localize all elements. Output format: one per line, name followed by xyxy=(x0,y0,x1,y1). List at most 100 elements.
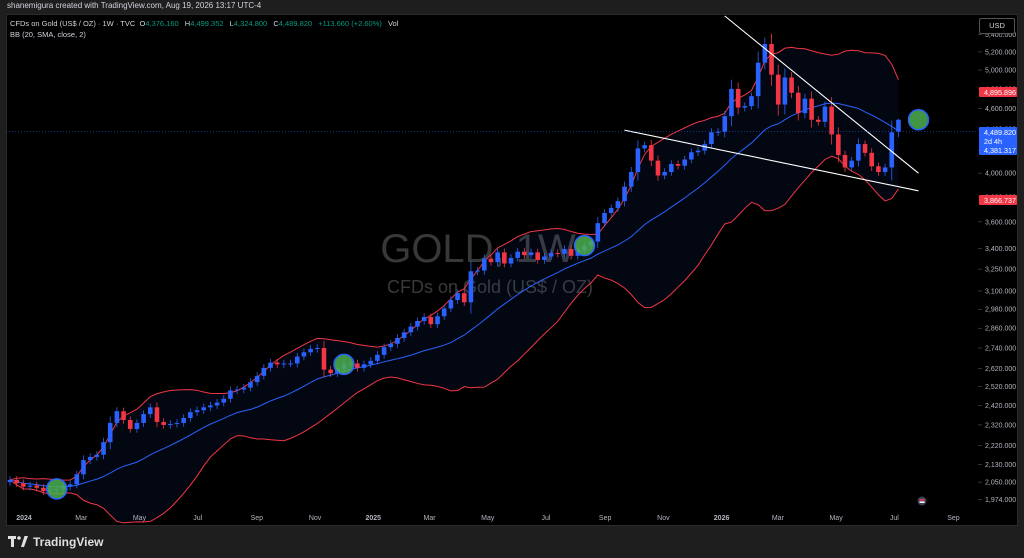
candle[interactable] xyxy=(729,79,734,127)
candle[interactable] xyxy=(876,162,881,176)
candle[interactable] xyxy=(368,357,374,369)
candle[interactable] xyxy=(562,245,567,258)
candle[interactable] xyxy=(682,155,687,170)
candle[interactable] xyxy=(381,343,387,359)
signal-marker[interactable] xyxy=(907,109,930,131)
candle[interactable] xyxy=(842,150,848,172)
candle[interactable] xyxy=(775,64,781,116)
candle[interactable] xyxy=(67,480,73,491)
candle[interactable] xyxy=(268,358,273,372)
candle[interactable] xyxy=(94,451,100,461)
price-axis[interactable]: 5,400.0005,200.0005,000.0004,800.0004,60… xyxy=(978,32,1016,504)
candle[interactable] xyxy=(695,146,701,156)
candle[interactable] xyxy=(241,383,247,394)
candle[interactable] xyxy=(41,484,46,495)
candle[interactable] xyxy=(308,345,313,357)
candle[interactable] xyxy=(234,385,240,395)
candle[interactable] xyxy=(261,364,267,380)
candle[interactable] xyxy=(802,93,808,119)
candle[interactable] xyxy=(415,317,420,331)
candle[interactable] xyxy=(274,358,280,369)
candle[interactable] xyxy=(395,334,400,348)
signal-marker[interactable] xyxy=(333,353,355,376)
candle[interactable] xyxy=(889,120,895,181)
candle[interactable] xyxy=(14,476,19,487)
candle[interactable] xyxy=(221,395,227,407)
candle[interactable] xyxy=(355,359,360,372)
candle[interactable] xyxy=(675,160,681,170)
candle[interactable] xyxy=(34,481,40,492)
candle[interactable] xyxy=(849,156,854,172)
candle[interactable] xyxy=(248,378,253,392)
candle[interactable] xyxy=(435,312,440,328)
candle[interactable] xyxy=(161,418,166,429)
candle[interactable] xyxy=(481,254,487,275)
candle[interactable] xyxy=(642,141,647,153)
legend-bollinger[interactable]: BB (20, SMA, close, 2) xyxy=(10,30,86,39)
candle[interactable] xyxy=(475,266,480,275)
candle[interactable] xyxy=(147,403,153,418)
author-name[interactable]: shanemigura xyxy=(7,1,54,10)
candle[interactable] xyxy=(107,416,113,450)
candle[interactable] xyxy=(528,248,534,259)
candle[interactable] xyxy=(188,408,193,422)
candle[interactable] xyxy=(749,92,754,110)
candle[interactable] xyxy=(141,410,146,427)
candle[interactable] xyxy=(194,406,200,416)
bb-lower-line[interactable] xyxy=(9,155,899,524)
trendline[interactable] xyxy=(624,129,919,192)
candle[interactable] xyxy=(301,348,307,361)
candle[interactable] xyxy=(448,296,454,313)
flag-icon[interactable] xyxy=(917,496,927,506)
candle[interactable] xyxy=(856,138,861,167)
candle[interactable] xyxy=(154,402,160,428)
candle[interactable] xyxy=(168,420,173,429)
candle[interactable] xyxy=(615,197,621,212)
candle[interactable] xyxy=(201,403,207,414)
candle[interactable] xyxy=(134,419,140,433)
candle[interactable] xyxy=(628,166,634,192)
candle[interactable] xyxy=(635,140,641,181)
candle[interactable] xyxy=(669,160,674,176)
legend-main[interactable]: CFDs on Gold (US$ / OZ) · 1W · TVC O4,37… xyxy=(10,19,398,28)
candle[interactable] xyxy=(815,116,821,126)
candle[interactable] xyxy=(281,359,287,369)
candle[interactable] xyxy=(502,248,507,268)
trendline[interactable] xyxy=(724,15,919,174)
candle[interactable] xyxy=(214,398,220,410)
candle[interactable] xyxy=(81,455,86,480)
candle[interactable] xyxy=(702,140,708,155)
candle[interactable] xyxy=(87,453,93,464)
candle[interactable] xyxy=(181,414,186,427)
candle[interactable] xyxy=(294,352,300,368)
candle[interactable] xyxy=(789,72,794,99)
candle[interactable] xyxy=(555,249,561,258)
candle[interactable] xyxy=(495,248,500,266)
candle[interactable] xyxy=(288,359,293,368)
signal-marker[interactable] xyxy=(573,234,596,257)
candle[interactable] xyxy=(208,401,213,412)
candle[interactable] xyxy=(548,249,554,261)
candle[interactable] xyxy=(662,168,667,180)
candle[interactable] xyxy=(862,140,868,157)
tradingview-logo[interactable]: TradingView xyxy=(8,535,103,549)
candle[interactable] xyxy=(388,340,394,351)
candle[interactable] xyxy=(689,148,694,164)
trendlines[interactable] xyxy=(624,15,919,192)
candle[interactable] xyxy=(515,248,520,262)
candle[interactable] xyxy=(21,479,26,491)
candle[interactable] xyxy=(542,252,547,264)
candle[interactable] xyxy=(522,248,527,259)
candle[interactable] xyxy=(769,33,774,86)
candle[interactable] xyxy=(535,248,541,264)
candle[interactable] xyxy=(795,85,801,121)
candle[interactable] xyxy=(735,82,741,115)
candle[interactable] xyxy=(882,163,888,176)
candle[interactable] xyxy=(228,386,233,403)
candle[interactable] xyxy=(822,101,828,128)
candle[interactable] xyxy=(121,407,126,424)
candle[interactable] xyxy=(7,476,13,486)
candle[interactable] xyxy=(408,322,414,337)
candle[interactable] xyxy=(829,97,834,145)
candle[interactable] xyxy=(622,181,627,207)
